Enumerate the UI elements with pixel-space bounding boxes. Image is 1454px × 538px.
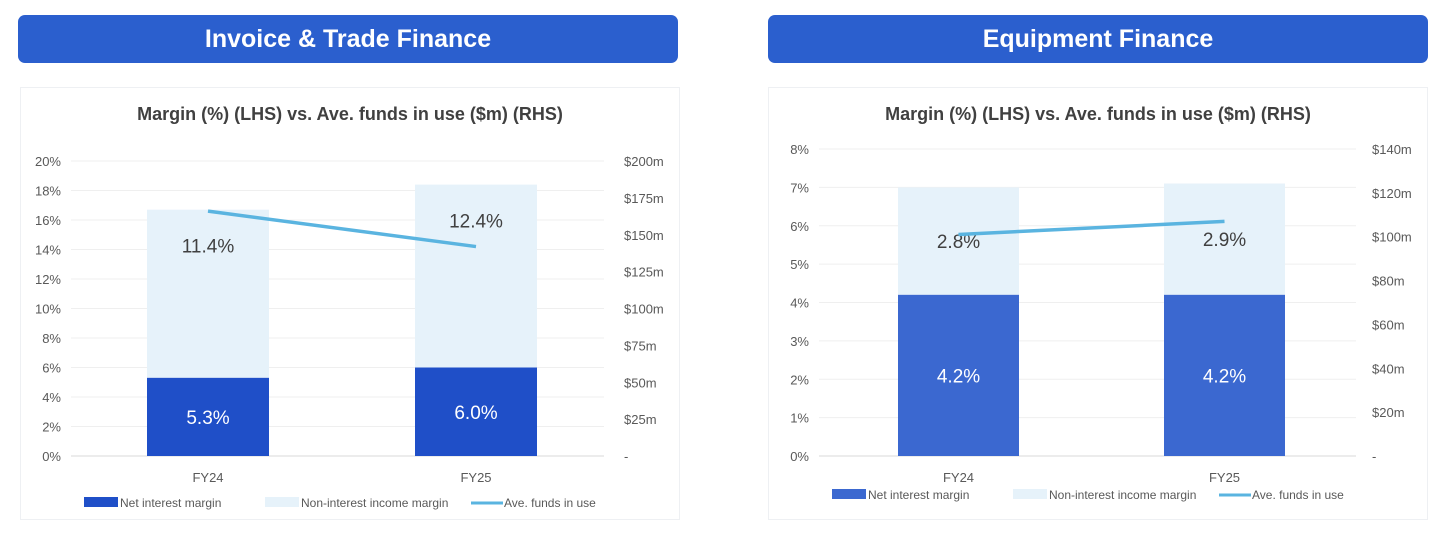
data-label-nim: 5.3% bbox=[186, 408, 229, 429]
data-label-non-interest: 2.9% bbox=[1203, 230, 1246, 251]
panel-header-invoice-trade-finance: Invoice & Trade Finance bbox=[18, 15, 678, 63]
data-label-non-interest: 2.8% bbox=[937, 232, 980, 253]
bar-non-interest-income-margin bbox=[1164, 183, 1285, 295]
x-tick-label: FY25 bbox=[460, 470, 491, 485]
bar-non-interest-income-margin bbox=[147, 209, 269, 378]
y2-tick-label: - bbox=[1372, 449, 1376, 464]
chart-equipment-finance: Margin (%) (LHS) vs. Ave. funds in use (… bbox=[768, 87, 1428, 520]
legend-swatch-net-interest-margin bbox=[84, 497, 118, 507]
x-tick-label: FY25 bbox=[1209, 470, 1240, 485]
bar-net-interest-margin bbox=[415, 367, 537, 456]
data-label-nim: 4.2% bbox=[937, 366, 980, 387]
y2-tick-label: $80m bbox=[1372, 274, 1405, 289]
y2-tick-label: $75m bbox=[624, 338, 657, 353]
y-tick-label: 20% bbox=[35, 154, 61, 169]
bar-non-interest-income-margin bbox=[898, 187, 1019, 295]
y-tick-label: 7% bbox=[790, 180, 809, 195]
line-ave-funds-in-use bbox=[958, 219, 1225, 237]
panel-header-equipment-finance: Equipment Finance bbox=[768, 15, 1428, 63]
y2-tick-label: $40m bbox=[1372, 361, 1405, 376]
y2-tick-label: $125m bbox=[624, 265, 664, 280]
chart-title: Margin (%) (LHS) vs. Ave. funds in use (… bbox=[137, 104, 563, 124]
data-label-non-interest: 11.4% bbox=[182, 237, 235, 258]
y-tick-label: 0% bbox=[790, 449, 809, 464]
y2-tick-label: $200m bbox=[624, 154, 664, 169]
x-tick-label: FY24 bbox=[192, 470, 223, 485]
y-tick-label: 5% bbox=[790, 257, 809, 272]
legend-label: Non-interest income margin bbox=[301, 496, 448, 510]
legend-swatch-non-interest-income-margin bbox=[265, 497, 299, 507]
y-tick-label: 12% bbox=[35, 272, 61, 287]
legend-label: Net interest margin bbox=[120, 496, 221, 510]
y2-tick-label: $20m bbox=[1372, 405, 1405, 420]
legend-swatch-net-interest-margin bbox=[832, 489, 866, 499]
legend-label: Non-interest income margin bbox=[1049, 488, 1196, 502]
y2-tick-label: - bbox=[624, 449, 628, 464]
bar-net-interest-margin bbox=[147, 377, 269, 456]
y-tick-label: 18% bbox=[35, 184, 61, 199]
y-tick-label: 4% bbox=[790, 296, 809, 311]
y-tick-label: 0% bbox=[42, 449, 61, 464]
y-tick-label: 6% bbox=[790, 219, 809, 234]
y-tick-label: 8% bbox=[790, 142, 809, 157]
y2-tick-label: $50m bbox=[624, 375, 657, 390]
data-label-nim: 4.2% bbox=[1203, 366, 1246, 387]
y2-tick-label: $100m bbox=[624, 302, 664, 317]
y-tick-label: 1% bbox=[790, 411, 809, 426]
y-tick-label: 4% bbox=[42, 390, 61, 405]
y-tick-label: 8% bbox=[42, 331, 61, 346]
legend-swatch-non-interest-income-margin bbox=[1013, 489, 1047, 499]
x-tick-label: FY24 bbox=[943, 470, 974, 485]
y2-tick-label: $100m bbox=[1372, 230, 1412, 245]
bar-non-interest-income-margin bbox=[415, 184, 537, 368]
y2-tick-label: $120m bbox=[1372, 186, 1412, 201]
y-tick-label: 10% bbox=[35, 302, 61, 317]
y-tick-label: 14% bbox=[35, 243, 61, 258]
y-tick-label: 3% bbox=[790, 334, 809, 349]
line-ave-funds-in-use bbox=[207, 209, 477, 249]
chart-svg: Margin (%) (LHS) vs. Ave. funds in use (… bbox=[35, 104, 664, 510]
data-label-non-interest: 12.4% bbox=[449, 212, 503, 233]
legend-label: Ave. funds in use bbox=[504, 496, 596, 510]
chart-invoice-trade-finance: Margin (%) (LHS) vs. Ave. funds in use (… bbox=[20, 87, 680, 520]
legend-label: Net interest margin bbox=[868, 488, 969, 502]
data-label-nim: 6.0% bbox=[454, 403, 497, 424]
bar-net-interest-margin bbox=[898, 294, 1019, 456]
y-tick-label: 2% bbox=[790, 372, 809, 387]
y2-tick-label: $25m bbox=[624, 412, 657, 427]
y2-tick-label: $60m bbox=[1372, 317, 1405, 332]
y-tick-label: 6% bbox=[42, 361, 61, 376]
y2-tick-label: $150m bbox=[624, 228, 664, 243]
chart-title: Margin (%) (LHS) vs. Ave. funds in use (… bbox=[885, 104, 1311, 124]
bar-net-interest-margin bbox=[1164, 294, 1285, 456]
y2-tick-label: $140m bbox=[1372, 142, 1412, 157]
y-tick-label: 16% bbox=[35, 213, 61, 228]
y-tick-label: 2% bbox=[42, 420, 61, 435]
chart-svg: Margin (%) (LHS) vs. Ave. funds in use (… bbox=[790, 104, 1412, 502]
y2-tick-label: $175m bbox=[624, 191, 664, 206]
legend-label: Ave. funds in use bbox=[1252, 488, 1344, 502]
